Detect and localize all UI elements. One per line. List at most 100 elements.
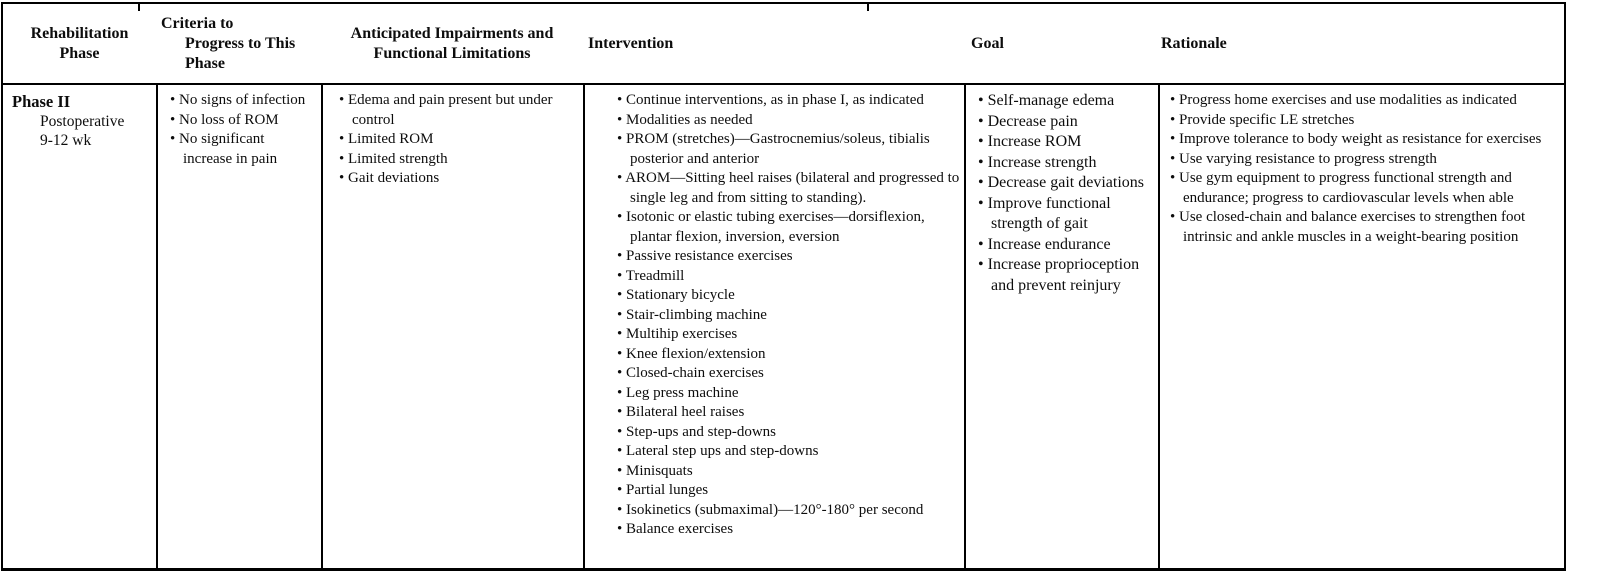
bullet-icon: • bbox=[978, 92, 988, 109]
bullet-text: Stationary bicycle bbox=[626, 287, 735, 303]
bullet-icon: • bbox=[617, 501, 627, 518]
bullet-item: • Closed-chain exercises bbox=[617, 364, 960, 384]
bullet-text: PROM (stretches)—Gastrocnemius/soleus, t… bbox=[626, 131, 930, 167]
bullet-text: Decrease pain bbox=[987, 112, 1078, 130]
bullet-item: • Modalities as needed bbox=[617, 111, 960, 131]
bullet-item: • Edema and pain present but under contr… bbox=[339, 91, 579, 130]
bullet-icon: • bbox=[617, 521, 627, 537]
bullet-text: Bilateral heel raises bbox=[626, 404, 745, 420]
bullet-item: • No loss of ROM bbox=[170, 111, 313, 131]
bullet-text: Limited ROM bbox=[348, 131, 434, 147]
cell-goal: • Self-manage edema • Decrease pain • Incr… bbox=[964, 85, 1158, 568]
bullet-icon: • bbox=[1170, 150, 1180, 167]
bullet-item: • Multihip exercises bbox=[617, 325, 960, 345]
bullet-icon: • bbox=[170, 111, 180, 128]
column-header-rehabilitation-phase: Rehabilitation Phase bbox=[3, 4, 156, 83]
bullet-icon: • bbox=[617, 326, 627, 342]
bullet-item: • Isotonic or elastic tubing exercises—d… bbox=[617, 208, 960, 247]
bullet-icon: • bbox=[1170, 131, 1180, 147]
bullet-item: • PROM (stretches)—Gastrocnemius/soleus,… bbox=[617, 130, 960, 169]
bullet-text: Increase ROM bbox=[987, 133, 1082, 150]
bullet-text: Improve functional strength of gait bbox=[987, 194, 1111, 233]
bullet-text: Provide specific LE stretches bbox=[1179, 111, 1355, 128]
bullet-icon: • bbox=[617, 345, 627, 362]
bullet-icon: • bbox=[617, 248, 627, 264]
bullet-text: Modalities as needed bbox=[626, 111, 753, 128]
bullet-text: Self-manage edema bbox=[987, 92, 1115, 109]
bullet-icon: • bbox=[1170, 170, 1180, 186]
bullet-item: • Lateral step ups and step-downs bbox=[617, 442, 960, 462]
bullet-item: • Decrease gait deviations bbox=[978, 173, 1146, 194]
column-header-label: Intervention bbox=[588, 34, 674, 52]
bullet-item: • Use closed-chain and balance exercises… bbox=[1170, 208, 1560, 247]
bullet-icon: • bbox=[617, 267, 626, 284]
bullet-icon: • bbox=[617, 170, 626, 186]
bullet-icon: • bbox=[617, 111, 627, 128]
phase-title: Phase II bbox=[12, 92, 71, 111]
bullet-icon: • bbox=[170, 131, 180, 147]
bullet-icon: • bbox=[1170, 209, 1180, 225]
bullet-item: • Self-manage edema bbox=[978, 91, 1146, 112]
cell-intervention: • Continue interventions, as in phase I,… bbox=[583, 85, 964, 568]
bullet-item: • Limited strength bbox=[339, 150, 579, 170]
bullet-icon: • bbox=[617, 92, 627, 108]
bullet-icon: • bbox=[617, 443, 627, 459]
bullet-icon: • bbox=[978, 194, 988, 212]
phase-detail: 9-12 wk bbox=[40, 132, 92, 149]
bullet-item: • Knee flexion/extension bbox=[617, 345, 960, 365]
bullet-item: • Use gym equipment to progress function… bbox=[1170, 169, 1560, 208]
bullet-text: Treadmill bbox=[625, 267, 685, 284]
cell-rehabilitation-phase: Phase II Postoperative 9-12 wk bbox=[3, 85, 156, 568]
bullet-item: • Partial lunges bbox=[617, 481, 960, 501]
bullet-text: No significant increase in pain bbox=[179, 131, 278, 167]
cell-rationale: • Progress home exercises and use modali… bbox=[1158, 85, 1564, 568]
column-header-goal: Goal bbox=[964, 4, 1158, 83]
column-header-label: Rationale bbox=[1161, 34, 1227, 52]
bullet-item: • Step-ups and step-downs bbox=[617, 423, 960, 443]
bullet-icon: • bbox=[339, 150, 349, 167]
bullet-item: • Isokinetics (submaximal)—120°-180° per… bbox=[617, 501, 960, 521]
cell-criteria-to-progress: • No signs of infection • No loss of ROM •… bbox=[156, 85, 321, 568]
bullet-icon: • bbox=[978, 133, 988, 150]
table-header-row: Rehabilitation Phase Criteria to Progres… bbox=[3, 4, 1564, 85]
bullet-text: Stair-climbing machine bbox=[626, 306, 767, 323]
bullet-item: • Decrease pain bbox=[978, 112, 1146, 133]
bullet-text: Isokinetics (submaximal)—120°-180° per s… bbox=[626, 501, 924, 518]
bullet-text: No loss of ROM bbox=[179, 111, 279, 128]
bullet-text: Increase strength bbox=[987, 153, 1097, 171]
bullet-item: • Bilateral heel raises bbox=[617, 403, 960, 423]
bullet-text: Step-ups and step-downs bbox=[626, 423, 777, 440]
bullet-icon: • bbox=[978, 235, 988, 253]
bullet-item: • Use varying resistance to progress str… bbox=[1170, 150, 1560, 170]
bullet-icon: • bbox=[339, 131, 349, 147]
bullet-icon: • bbox=[1170, 92, 1180, 108]
bullet-icon: • bbox=[617, 482, 627, 498]
bullet-text: Use gym equipment to progress functional… bbox=[1179, 170, 1514, 206]
bullet-text: Gait deviations bbox=[348, 170, 440, 186]
column-header-label: Criteria to Progress to This Phase bbox=[161, 14, 296, 72]
bullet-item: • AROM—Sitting heel raises (bilateral an… bbox=[617, 169, 960, 208]
bullet-item: • Increase proprioception and prevent re… bbox=[978, 255, 1146, 296]
bullet-item: • Minisquats bbox=[617, 462, 960, 482]
bullet-text: Passive resistance exercises bbox=[626, 248, 793, 264]
bullet-text: Minisquats bbox=[626, 462, 693, 479]
bullet-icon: • bbox=[978, 112, 988, 130]
cell-anticipated-impairments: • Edema and pain present but under contr… bbox=[321, 85, 583, 568]
bullet-item: • Gait deviations bbox=[339, 169, 579, 189]
bullet-icon: • bbox=[617, 462, 627, 479]
bullet-icon: • bbox=[170, 92, 180, 108]
bullet-icon: • bbox=[617, 404, 627, 420]
bullet-item: • Continue interventions, as in phase I,… bbox=[617, 91, 960, 111]
column-divider-tick bbox=[138, 2, 140, 11]
bullet-item: • Stationary bicycle bbox=[617, 286, 960, 306]
bullet-item: • Leg press machine bbox=[617, 384, 960, 404]
bullet-icon: • bbox=[617, 365, 627, 381]
column-header-label: Rehabilitation Phase bbox=[30, 24, 129, 62]
bullet-text: Balance exercises bbox=[626, 521, 734, 537]
column-header-criteria-to-progress: Criteria to Progress to This Phase bbox=[156, 4, 321, 83]
bullet-icon: • bbox=[617, 287, 627, 303]
bullet-icon: • bbox=[617, 209, 627, 225]
bullet-item: • No signs of infection bbox=[170, 91, 313, 111]
bullet-item: • Passive resistance exercises bbox=[617, 247, 960, 267]
